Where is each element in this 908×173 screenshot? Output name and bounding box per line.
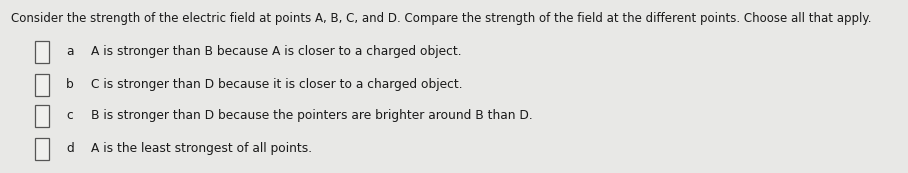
Bar	[35, 41, 49, 63]
Bar	[35, 74, 49, 96]
Text: b: b	[66, 78, 74, 91]
Text: d: d	[66, 142, 74, 155]
Text: a: a	[66, 45, 74, 58]
Text: A is the least strongest of all points.: A is the least strongest of all points.	[91, 142, 312, 155]
Text: Consider the strength of the electric field at points A, B, C, and D. Compare th: Consider the strength of the electric fi…	[11, 12, 872, 25]
Text: B is stronger than D because the pointers are brighter around B than D.: B is stronger than D because the pointer…	[91, 109, 533, 122]
Text: A is stronger than B because A is closer to a charged object.: A is stronger than B because A is closer…	[91, 45, 461, 58]
Bar	[35, 138, 49, 160]
Bar	[35, 105, 49, 127]
Text: C is stronger than D because it is closer to a charged object.: C is stronger than D because it is close…	[91, 78, 462, 91]
Text: c: c	[66, 109, 73, 122]
